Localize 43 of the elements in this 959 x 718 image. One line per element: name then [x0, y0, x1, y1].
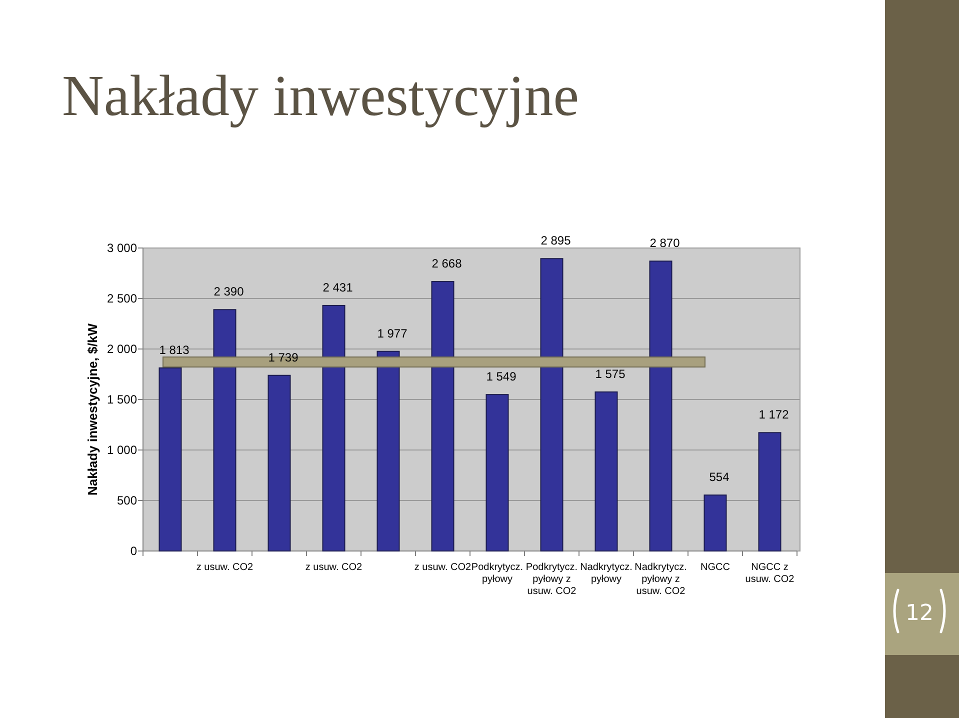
chart-title: Nakłady inwestycyjne	[62, 63, 580, 128]
bar	[486, 394, 509, 552]
bar	[158, 367, 182, 552]
bar	[268, 374, 291, 552]
bar	[758, 432, 782, 552]
y-tick-label: 1 000	[106, 443, 138, 458]
data-label: 1 575	[595, 366, 626, 381]
y-tick-label: 2 000	[106, 342, 138, 356]
bar	[213, 309, 236, 552]
x-tick-label: z usuw. CO2	[305, 562, 363, 573]
bar	[376, 350, 400, 552]
y-axis-title: Nakłady inwestycyjne, $/kW	[85, 322, 100, 496]
x-tick-label: Nadkrytycz. pyłowy z usuw. CO2	[634, 562, 687, 597]
bar	[704, 494, 727, 552]
data-label: 1 739	[268, 350, 299, 364]
bar	[540, 258, 564, 552]
y-tick-label: 1 500	[106, 392, 138, 407]
text: 12	[906, 601, 934, 626]
bar	[594, 391, 618, 552]
x-tick-label: Nadkrytycz. pyłowy	[580, 562, 632, 585]
x-tick-label: NGCC z usuw. CO2	[745, 562, 795, 585]
data-label: 2 895	[540, 234, 572, 248]
bar	[431, 281, 454, 552]
x-tick-label: z usuw. CO2	[414, 562, 472, 573]
x-tick-label: z usuw. CO2	[196, 562, 254, 573]
x-tick-label: NGCC	[700, 562, 730, 573]
x-tick-label: Podkrytycz. pyłowy z usuw. CO2	[526, 562, 578, 597]
data-label: 2 870	[650, 236, 680, 250]
y-tick-label: 3 000	[106, 241, 138, 256]
y-tick-label: 0	[130, 544, 138, 558]
bar	[322, 304, 346, 552]
data-label: 2 390	[214, 284, 244, 299]
data-label: 1 172	[758, 408, 790, 422]
data-label: 2 431	[322, 280, 354, 294]
y-tick-label: 500	[116, 494, 138, 508]
data-label: 1 813	[159, 342, 190, 357]
data-label: 1 977	[377, 326, 408, 340]
data-label: 554	[709, 470, 730, 484]
bar	[649, 260, 672, 552]
y-tick-label: 2 500	[106, 292, 138, 306]
data-label: 1 549	[486, 370, 517, 384]
data-label: 2 668	[432, 256, 462, 271]
x-tick-label: Podkrytycz. pyłowy	[471, 562, 524, 585]
